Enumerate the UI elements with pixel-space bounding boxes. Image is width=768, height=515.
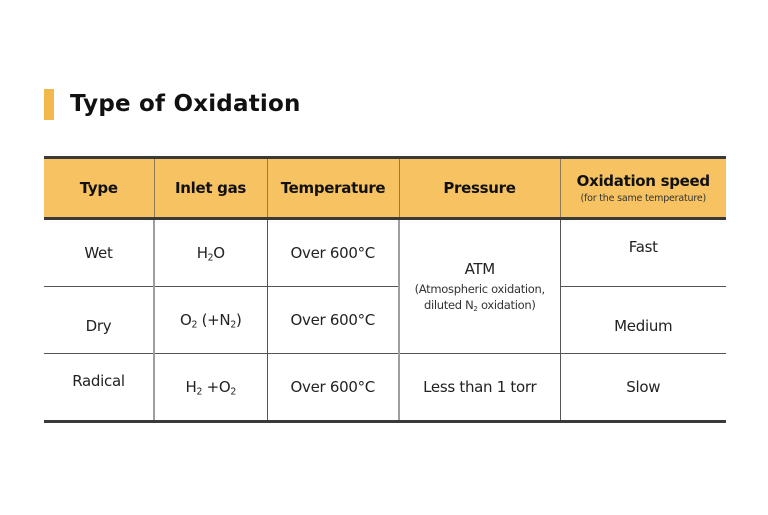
header-temperature: Temperature <box>266 156 399 220</box>
cell-temperature: Over 600°C <box>266 218 399 287</box>
formula-part: O <box>213 244 225 262</box>
cell-inlet-gas: O2 (+N2) <box>153 286 267 354</box>
cell-speed: Medium <box>559 286 726 354</box>
formula-subscript: 2 <box>207 252 214 264</box>
note-part: diluted N <box>423 298 474 312</box>
cell-inlet-gas: H2O <box>153 218 267 287</box>
formula-part: O <box>179 311 192 329</box>
table-row: Wet H2O Over 600°C ATM (Atmospheric oxid… <box>44 218 726 354</box>
cell-temperature: Over 600°C <box>266 353 399 423</box>
formula-part: ) <box>235 311 242 329</box>
type-value: Radical <box>72 372 125 390</box>
note-subscript: 2 <box>473 303 478 313</box>
header-type: Type <box>44 156 154 220</box>
formula-part: H <box>196 244 208 262</box>
formula-subscript: 2 <box>230 386 236 398</box>
type-value: Dry <box>85 317 112 335</box>
table-row: Radical H2 +O2 Over 600°C Less than 1 to… <box>44 353 726 423</box>
pressure-note-line2: diluted N2 oxidation) <box>404 297 556 313</box>
pressure-note-line1: (Atmospheric oxidation, <box>414 282 546 296</box>
cell-type: Dry <box>44 286 154 354</box>
oxidation-types-table: Type Inlet gas Temperature Pressure Oxid… <box>44 156 726 423</box>
formula-part: H <box>185 378 197 396</box>
cell-type: Radical <box>44 353 154 423</box>
pressure-atm-label: ATM <box>464 260 496 278</box>
cell-temperature: Over 600°C <box>266 286 399 354</box>
formula-subscript: 2 <box>196 386 203 398</box>
formula-part: +O <box>202 378 231 396</box>
speed-value: Fast <box>628 238 658 256</box>
note-part: oxidation) <box>477 298 536 312</box>
header-pressure: Pressure <box>398 156 560 220</box>
cell-inlet-gas: H2 +O2 <box>153 353 267 423</box>
page-title: Type of Oxidation <box>70 91 301 117</box>
cell-speed: Slow <box>559 353 726 423</box>
header-inlet-gas: Inlet gas <box>153 156 267 220</box>
cell-pressure: Less than 1 torr <box>398 353 560 423</box>
cell-speed: Fast <box>559 218 726 287</box>
cell-pressure-merged: ATM (Atmospheric oxidation, diluted N2 o… <box>398 218 560 354</box>
formula-subscript: 2 <box>191 319 198 331</box>
table-row: Dry O2 (+N2) Over 600°C Medium <box>44 286 726 354</box>
header-oxidation-speed-label: Oxidation speed <box>576 172 711 190</box>
section-heading: Type of Oxidation <box>44 88 301 120</box>
header-oxidation-speed: Oxidation speed (for the same temperatur… <box>559 156 726 220</box>
heading-accent-bar <box>44 88 54 120</box>
formula-subscript: 2 <box>230 319 236 331</box>
table-header-row: Type Inlet gas Temperature Pressure Oxid… <box>44 156 726 220</box>
header-oxidation-speed-note: (for the same temperature) <box>580 193 706 204</box>
formula-part: (+N <box>197 311 231 329</box>
cell-type: Wet <box>44 218 154 287</box>
speed-value: Medium <box>614 317 673 335</box>
